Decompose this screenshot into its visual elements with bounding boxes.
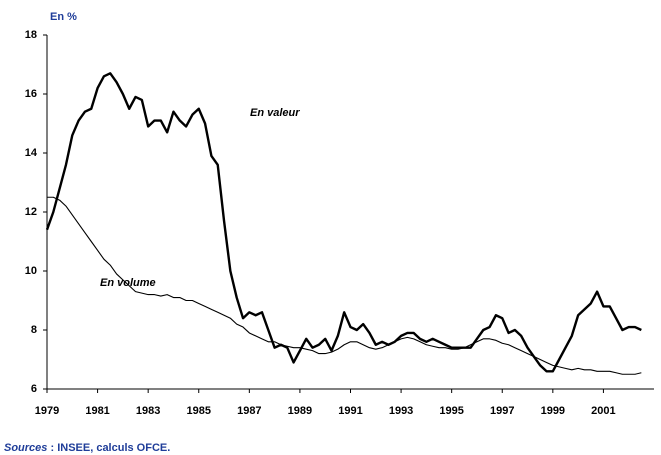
x-tick-label: 1979	[35, 405, 59, 417]
source-label: Sources	[4, 442, 47, 454]
y-tick-label: 18	[25, 29, 37, 41]
line-series	[47, 196, 642, 375]
annotation: En valeur	[250, 107, 300, 119]
x-tick-label: 1985	[187, 405, 211, 417]
x-tick-label: 1987	[237, 405, 261, 417]
x-tick-label: 2001	[591, 405, 615, 417]
annotation: En volume	[100, 277, 156, 289]
line-series	[45, 72, 642, 373]
x-tick-label: 1981	[85, 405, 109, 417]
x-tick-label: 1989	[288, 405, 312, 417]
y-tick-label: 14	[25, 147, 38, 159]
y-tick-label: 16	[25, 88, 37, 100]
y-tick-label: 10	[25, 265, 37, 277]
x-tick-label: 1995	[439, 405, 463, 417]
y-tick-label: 6	[31, 383, 37, 395]
x-tick-label: 1999	[541, 405, 565, 417]
y-tick-label: 12	[25, 206, 37, 218]
y-tick-label: 8	[31, 324, 37, 336]
x-tick-label: 1983	[136, 405, 160, 417]
x-tick-label: 1997	[490, 405, 514, 417]
source: Sources : INSEE, calculs OFCE.	[4, 442, 170, 454]
y-axis-label: En %	[50, 11, 77, 23]
x-tick-label: 1991	[338, 405, 362, 417]
x-tick-label: 1993	[389, 405, 413, 417]
source-text: : INSEE, calculs OFCE.	[47, 442, 170, 454]
